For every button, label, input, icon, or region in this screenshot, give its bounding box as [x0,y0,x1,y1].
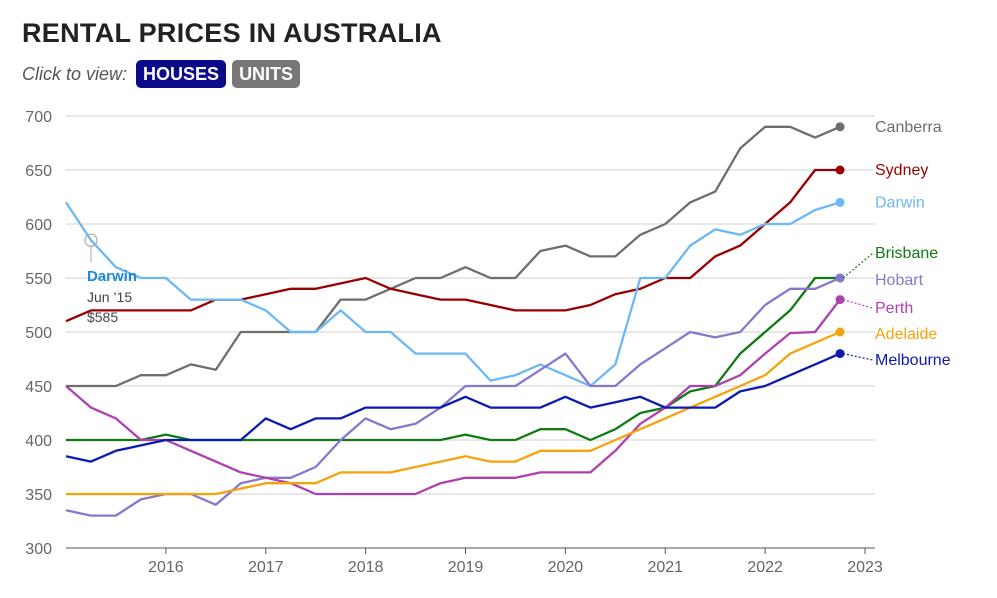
y-tick-label: 700 [25,109,52,126]
label-leader-perth [842,299,874,309]
series-label-melbourne[interactable]: Melbourne [875,352,951,369]
label-leader-brisbane [842,252,874,279]
label-leader-melbourne [842,353,874,361]
series-line-brisbane[interactable] [66,276,840,442]
series-labels: Canberra Sydney Darwin Brisbane Hobart Perth A… [842,119,951,369]
series-line-canberra[interactable] [66,125,841,388]
series-lines [65,122,845,517]
series-end-point-perth[interactable] [835,295,845,305]
series-line-sydney[interactable] [65,168,840,323]
darwin-annotation: Darwin Jun ’15 $585 [84,233,137,325]
series-label-sydney[interactable]: Sydney [875,162,928,179]
series-label-perth[interactable]: Perth [875,300,913,317]
x-tick-label: 2023 [847,559,883,576]
grid-lines [66,115,875,549]
x-tick-label: 2020 [548,559,584,576]
series-end-point-sydney[interactable] [835,165,845,175]
annotation-value: $585 [87,309,118,325]
series-label-adelaide[interactable]: Adelaide [875,326,937,343]
series-line-adelaide[interactable] [66,330,841,496]
x-axis: 2016 2017 2018 2019 2020 2021 2022 2023 [66,547,883,576]
x-tick-label: 2018 [348,559,384,576]
y-tick-label: 600 [25,217,52,234]
series-label-darwin[interactable]: Darwin [875,194,925,211]
series-end-point-hobart[interactable] [835,273,845,283]
series-label-canberra[interactable]: Canberra [875,119,942,136]
y-tick-label: 300 [25,541,52,558]
series-label-hobart[interactable]: Hobart [875,272,924,289]
y-tick-label: 350 [25,487,52,504]
x-tick-label: 2016 [148,559,184,576]
view-prompt: Click to view: [22,63,128,84]
y-tick-label: 500 [25,325,52,342]
series-label-brisbane[interactable]: Brisbane [875,245,938,262]
annotation-marker [84,233,98,247]
series-end-point-melbourne[interactable] [835,349,845,359]
series-line-melbourne[interactable] [65,352,841,463]
series-line-perth[interactable] [65,298,841,496]
series-line-darwin[interactable] [65,201,841,388]
annotation-series-name: Darwin [87,268,137,285]
series-end-point-canberra[interactable] [835,122,845,132]
series-line-hobart[interactable] [65,276,841,517]
y-tick-label: 450 [25,379,52,396]
view-toggle: Click to view: HOUSES UNITS [22,59,306,89]
y-tick-label: 400 [25,433,52,450]
y-tick-label: 550 [25,271,52,288]
x-tick-label: 2022 [747,559,783,576]
x-tick-label: 2019 [448,559,484,576]
page-title: RENTAL PRICES IN AUSTRALIA [22,18,442,48]
x-tick-label: 2017 [248,559,284,576]
houses-button[interactable]: HOUSES [136,60,227,88]
series-end-point-darwin[interactable] [835,197,845,207]
x-tick-label: 2021 [647,559,683,576]
units-button[interactable]: UNITS [232,60,301,88]
annotation-date: Jun ’15 [87,289,132,305]
series-end-point-adelaide[interactable] [835,327,845,337]
y-axis: 300 350 400 450 500 550 600 650 700 [25,109,52,558]
y-tick-label: 650 [25,163,52,180]
